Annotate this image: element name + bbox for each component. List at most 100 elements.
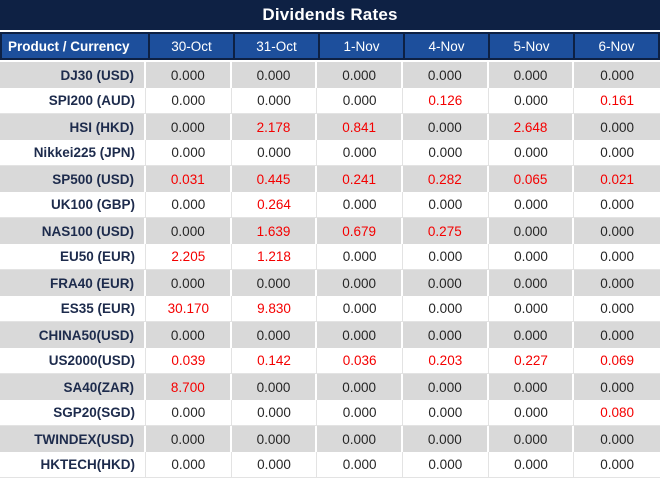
table-row: TWINDEX(USD) 0.000 0.000 0.000 0.000 0.000 0.0…	[0, 426, 660, 452]
value-cell: 0.000	[574, 244, 660, 270]
table-row: CHINA50(USD) 0.000 0.000 0.000 0.000 0.000 0.0…	[0, 322, 660, 348]
value-cell: 0.000	[146, 140, 232, 166]
value-cell: 0.000	[574, 114, 660, 140]
value-cell: 0.000	[488, 374, 575, 400]
value-cell: 0.000	[317, 374, 403, 400]
value-cell: 0.203	[402, 348, 489, 374]
value-cell: 0.000	[146, 452, 232, 478]
value-cell: 0.000	[402, 296, 489, 322]
value-cell: 0.000	[574, 374, 660, 400]
value-cell: 0.000	[317, 62, 403, 88]
value-cell: 2.178	[231, 114, 318, 140]
title-bar: Dividends Rates	[0, 0, 660, 30]
value-cell: 0.000	[231, 374, 318, 400]
value-cell: 0.000	[402, 244, 489, 270]
value-cell: 0.126	[402, 88, 489, 114]
table-row: SP500 (USD) 0.031 0.445 0.241 0.282 0.065 0.02…	[0, 166, 660, 192]
product-cell: SGP20(SGD)	[0, 400, 146, 426]
table-row: US2000(USD) 0.039 0.142 0.036 0.203 0.227 0.06…	[0, 348, 660, 374]
value-cell: 1.218	[231, 244, 318, 270]
value-cell: 0.000	[488, 218, 575, 244]
product-cell: SP500 (USD)	[0, 166, 146, 192]
value-cell: 0.000	[146, 218, 232, 244]
value-cell: 0.000	[317, 88, 403, 114]
value-cell: 0.000	[402, 374, 489, 400]
value-cell: 0.000	[231, 88, 318, 114]
value-cell: 0.679	[317, 218, 403, 244]
table-row: ES35 (EUR) 30.170 9.830 0.000 0.000 0.000 0.00…	[0, 296, 660, 322]
table-row: FRA40 (EUR) 0.000 0.000 0.000 0.000 0.000 0.00…	[0, 270, 660, 296]
value-cell: 0.000	[488, 62, 575, 88]
value-cell: 0.142	[231, 348, 318, 374]
table-row: SPI200 (AUD) 0.000 0.000 0.000 0.126 0.000 0.1…	[0, 88, 660, 114]
table-row: EU50 (EUR) 2.205 1.218 0.000 0.000 0.000 0.000	[0, 244, 660, 270]
value-cell: 0.000	[402, 192, 489, 218]
value-cell: 0.000	[574, 192, 660, 218]
value-cell: 0.000	[574, 140, 660, 166]
value-cell: 0.275	[402, 218, 489, 244]
value-cell: 0.000	[231, 452, 318, 478]
product-cell: UK100 (GBP)	[0, 192, 146, 218]
product-cell: Nikkei225 (JPN)	[0, 140, 146, 166]
value-cell: 0.000	[488, 400, 575, 426]
column-header-31-oct: 31-Oct	[235, 34, 318, 58]
value-cell: 0.000	[231, 140, 318, 166]
value-cell: 0.000	[146, 192, 232, 218]
table-row: Nikkei225 (JPN) 0.000 0.000 0.000 0.000 0.000…	[0, 140, 660, 166]
value-cell: 0.000	[402, 62, 489, 88]
value-cell: 0.000	[488, 296, 575, 322]
value-cell: 0.000	[574, 218, 660, 244]
value-cell: 0.000	[231, 270, 318, 296]
value-cell: 0.445	[231, 166, 318, 192]
column-header-1-nov: 1-Nov	[320, 34, 403, 58]
value-cell: 0.000	[317, 322, 403, 348]
table-row: NAS100 (USD) 0.000 1.639 0.679 0.275 0.000 0.0…	[0, 218, 660, 244]
value-cell: 0.282	[402, 166, 489, 192]
value-cell: 0.000	[317, 296, 403, 322]
table-header: Product / Currency 30-Oct 31-Oct 1-Nov 4…	[0, 32, 660, 60]
value-cell: 0.000	[317, 270, 403, 296]
value-cell: 8.700	[146, 374, 232, 400]
value-cell: 0.000	[146, 400, 232, 426]
value-cell: 0.000	[231, 62, 318, 88]
value-cell: 2.205	[146, 244, 232, 270]
value-cell: 0.000	[146, 114, 232, 140]
value-cell: 0.000	[402, 114, 489, 140]
value-cell: 0.000	[317, 400, 403, 426]
product-cell: NAS100 (USD)	[0, 218, 146, 244]
column-header-6-nov: 6-Nov	[575, 34, 658, 58]
value-cell: 0.841	[317, 114, 403, 140]
product-cell: HSI (HKD)	[0, 114, 146, 140]
value-cell: 0.000	[402, 140, 489, 166]
product-cell: HKTECH(HKD)	[0, 452, 146, 478]
value-cell: 0.069	[574, 348, 660, 374]
value-cell: 0.039	[146, 348, 232, 374]
column-header-4-nov: 4-Nov	[405, 34, 488, 58]
value-cell: 0.000	[231, 426, 318, 452]
value-cell: 0.000	[146, 322, 232, 348]
value-cell: 0.031	[146, 166, 232, 192]
product-cell: SA40(ZAR)	[0, 374, 146, 400]
product-cell: TWINDEX(USD)	[0, 426, 146, 452]
table-row: DJ30 (USD) 0.000 0.000 0.000 0.000 0.000 0.000	[0, 62, 660, 88]
table-row: HKTECH(HKD) 0.000 0.000 0.000 0.000 0.000 0.00…	[0, 452, 660, 478]
value-cell: 0.000	[488, 244, 575, 270]
product-cell: US2000(USD)	[0, 348, 146, 374]
product-cell: CHINA50(USD)	[0, 322, 146, 348]
value-cell: 0.000	[317, 140, 403, 166]
table-row: SA40(ZAR) 8.700 0.000 0.000 0.000 0.000 0.000	[0, 374, 660, 400]
value-cell: 0.000	[488, 140, 575, 166]
value-cell: 0.000	[488, 192, 575, 218]
value-cell: 0.000	[146, 88, 232, 114]
value-cell: 0.080	[574, 400, 660, 426]
value-cell: 0.000	[146, 426, 232, 452]
value-cell: 0.000	[402, 426, 489, 452]
value-cell: 0.065	[488, 166, 575, 192]
value-cell: 9.830	[231, 296, 318, 322]
value-cell: 0.000	[317, 244, 403, 270]
value-cell: 0.000	[146, 270, 232, 296]
value-cell: 0.227	[488, 348, 575, 374]
table-row: UK100 (GBP) 0.000 0.264 0.000 0.000 0.000 0.00…	[0, 192, 660, 218]
value-cell: 0.000	[488, 270, 575, 296]
